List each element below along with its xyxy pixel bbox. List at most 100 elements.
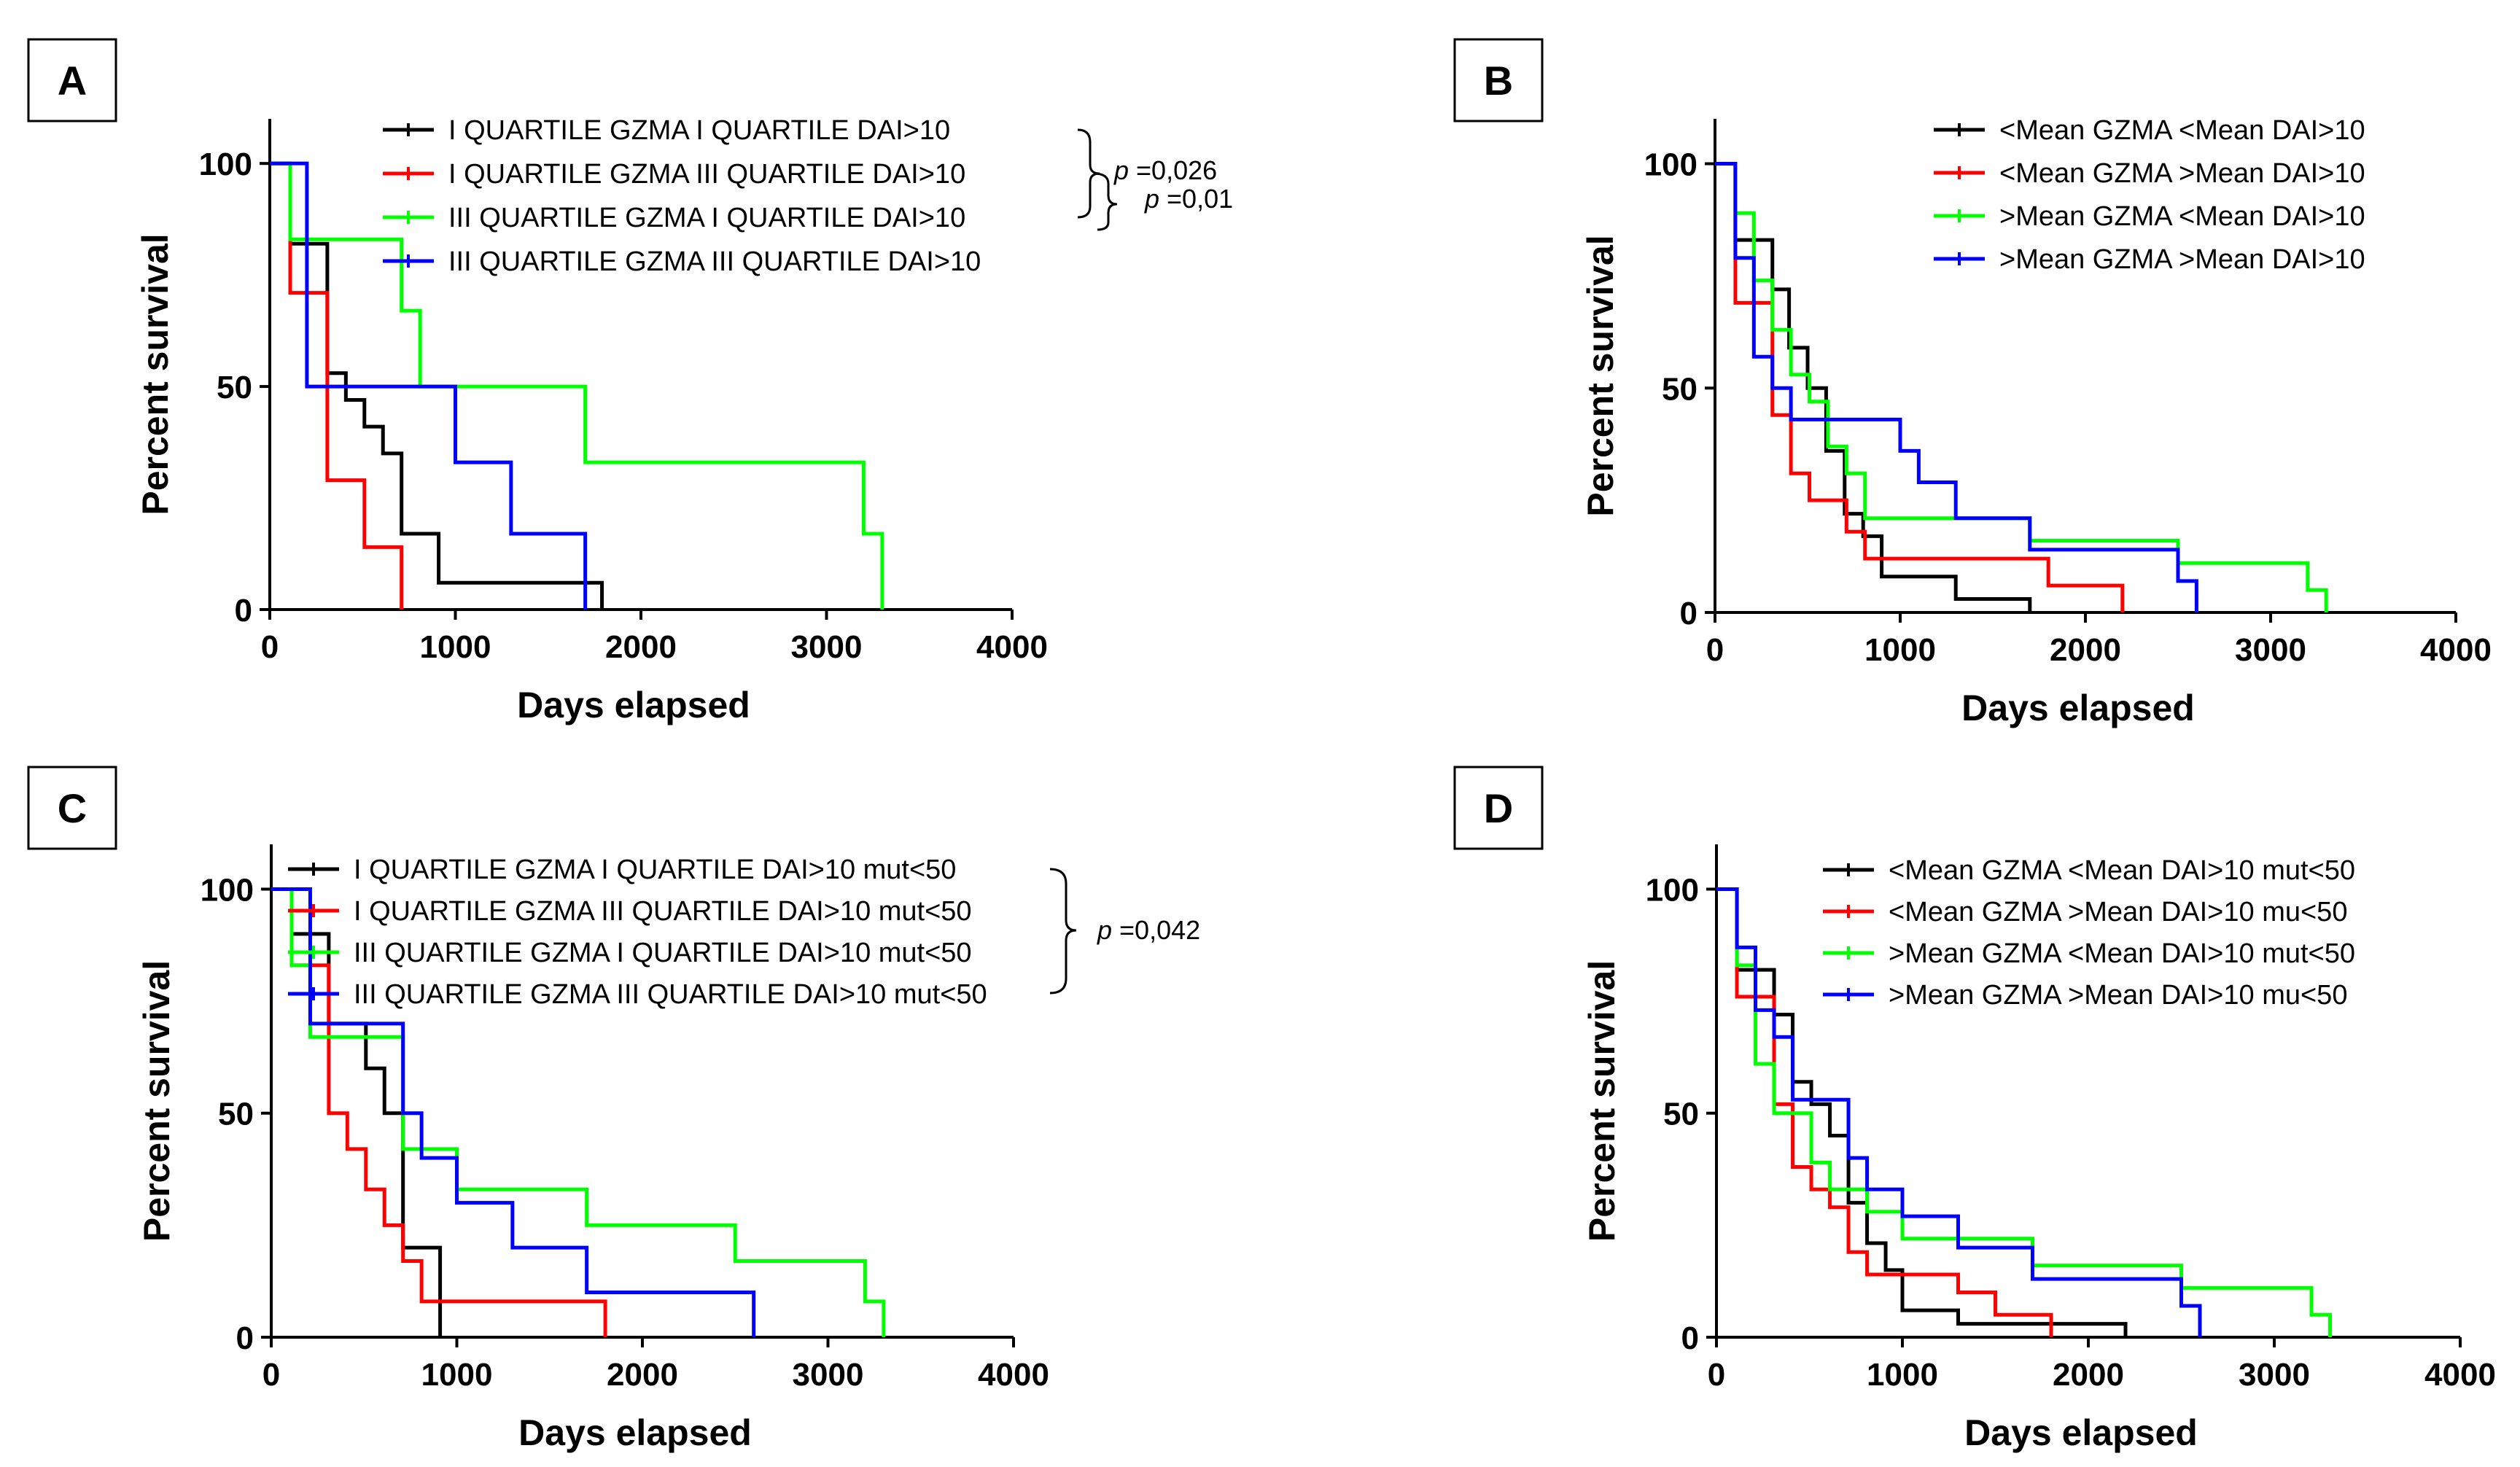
y-axis-label: Percent survival	[135, 233, 176, 515]
y-tick-label: 100	[1646, 872, 1699, 908]
legend-label: III QUARTILE GZMA I QUARTILE DAI>10	[448, 203, 965, 233]
series-line-1	[1715, 162, 2032, 612]
x-tick-label: 2000	[607, 1357, 678, 1393]
legend-item: I QUARTILE GZMA III QUARTILE DAI>10	[383, 159, 965, 190]
p-symbol: p	[1113, 155, 1129, 185]
y-tick-label: 100	[201, 872, 254, 908]
x-tick-label: 4000	[978, 1357, 1049, 1393]
panel-d: D 0 1000 2000 3000 4000 0 50 100 Days elapsed Perc…	[1453, 766, 2496, 1453]
panel-letter: B	[1484, 58, 1513, 104]
p-value-annotation: p =0,01	[1144, 184, 1233, 214]
series-line-4	[1715, 162, 2198, 612]
panel-letter-box	[27, 766, 117, 850]
x-tick-label: 0	[262, 1357, 280, 1393]
x-tick-label: 0	[1708, 1357, 1725, 1393]
legend-label: <Mean GZMA >Mean DAI>10 mu<50	[1889, 897, 2347, 927]
y-tick-label: 0	[1680, 596, 1698, 631]
series-line-4	[270, 161, 588, 610]
panel-letter-box	[1453, 38, 1544, 122]
x-tick-label: 4000	[2420, 632, 2492, 668]
y-axis-label: Percent survival	[1582, 960, 1622, 1242]
legend-item: I QUARTILE GZMA III QUARTILE DAI>10 mut<…	[288, 896, 972, 927]
x-tick-label: 0	[1706, 632, 1724, 668]
x-tick-label: 1000	[1864, 632, 1936, 668]
legend-label: >Mean GZMA >Mean DAI>10	[1999, 244, 2365, 275]
series-line-2	[271, 887, 607, 1337]
series-line-4	[271, 887, 756, 1337]
p-value: =0,042	[1112, 915, 1200, 945]
p-value-annotation: p =0,026	[1113, 155, 1217, 185]
x-tick-label: 4000	[976, 629, 1048, 665]
legend-label: I QUARTILE GZMA III QUARTILE DAI>10 mut<…	[354, 896, 972, 927]
legend-item: III QUARTILE GZMA III QUARTILE DAI>10	[383, 246, 981, 277]
legend-label: <Mean GZMA >Mean DAI>10	[1999, 158, 2365, 189]
legend-label: III QUARTILE GZMA I QUARTILE DAI>10 mut<…	[354, 938, 972, 968]
panel-c: C 0 1000 2000 3000 4000 0 50 100 Days elapsed Perc…	[27, 766, 1049, 1453]
legend-item: III QUARTILE GZMA I QUARTILE DAI>10 mut<…	[288, 938, 972, 968]
x-tick-label: 2000	[2053, 1357, 2124, 1393]
x-tick-label: 4000	[2424, 1357, 2496, 1393]
bracket-a-2	[1093, 172, 1118, 231]
series-line-2	[1715, 162, 2125, 612]
panel-a: A 0 1000 2000 3000 4000 0 50 100 Days elapsed Perc…	[27, 38, 1048, 725]
panel-letter-box	[27, 38, 117, 122]
y-tick-label: 100	[199, 147, 252, 182]
bracket-c	[1049, 868, 1077, 995]
legend-label: <Mean GZMA <Mean DAI>10 mut<50	[1889, 855, 2355, 886]
series-line-1	[271, 887, 443, 1337]
legend-item: >Mean GZMA <Mean DAI>10	[1934, 201, 2365, 232]
x-tick-label: 3000	[2235, 632, 2306, 668]
legend-item: <Mean GZMA >Mean DAI>10	[1934, 158, 2365, 189]
x-tick-label: 2000	[2050, 632, 2121, 668]
x-axis-label: Days elapsed	[1961, 688, 2195, 728]
p-value: =0,01	[1159, 184, 1233, 214]
x-axis-label: Days elapsed	[517, 685, 750, 725]
x-tick-label: 0	[261, 629, 279, 665]
panel-letter: A	[58, 58, 87, 104]
legend-item: <Mean GZMA <Mean DAI>10	[1934, 115, 2365, 146]
legend-label: I QUARTILE GZMA III QUARTILE DAI>10	[448, 159, 965, 190]
x-axis-label: Days elapsed	[1964, 1412, 2198, 1453]
p-symbol: p	[1144, 184, 1159, 214]
y-tick-label: 50	[1662, 371, 1698, 407]
p-symbol: p	[1097, 915, 1112, 945]
panel-letter: C	[58, 785, 87, 831]
x-tick-label: 3000	[791, 629, 863, 665]
x-tick-label: 3000	[2239, 1357, 2310, 1393]
y-tick-label: 0	[1681, 1320, 1699, 1356]
legend-item: I QUARTILE GZMA I QUARTILE DAI>10	[383, 115, 950, 146]
x-tick-label: 1000	[420, 629, 491, 665]
y-tick-label: 50	[218, 1097, 254, 1132]
y-axis-label: Percent survival	[136, 960, 177, 1242]
x-axis-label: Days elapsed	[518, 1412, 752, 1453]
panel-letter: D	[1484, 785, 1513, 831]
legend-label: III QUARTILE GZMA III QUARTILE DAI>10	[448, 246, 981, 277]
legend-item: <Mean GZMA <Mean DAI>10 mut<50	[1823, 855, 2355, 886]
legend-item: I QUARTILE GZMA I QUARTILE DAI>10 mut<50	[288, 855, 956, 885]
legend-label: III QUARTILE GZMA III QUARTILE DAI>10 mu…	[354, 979, 987, 1010]
y-tick-label: 50	[1663, 1097, 1699, 1132]
x-tick-label: 1000	[1867, 1357, 1938, 1393]
x-tick-label: 1000	[421, 1357, 493, 1393]
legend-item: >Mean GZMA >Mean DAI>10	[1934, 244, 2365, 275]
legend-item: III QUARTILE GZMA I QUARTILE DAI>10	[383, 203, 965, 233]
p-value-annotation: p =0,042	[1097, 915, 1200, 945]
y-tick-label: 100	[1644, 147, 1698, 183]
p-value: =0,026	[1129, 155, 1217, 185]
legend-label: >Mean GZMA >Mean DAI>10 mu<50	[1889, 980, 2347, 1011]
legend-label: <Mean GZMA <Mean DAI>10	[1999, 115, 2365, 146]
y-tick-label: 0	[235, 593, 252, 629]
y-axis-label: Percent survival	[1580, 235, 1621, 516]
series-line-2	[1716, 887, 2053, 1337]
legend-item: >Mean GZMA >Mean DAI>10 mu<50	[1823, 980, 2347, 1011]
panel-letter-box	[1453, 766, 1544, 850]
panel-b: B 0 1000 2000 3000 4000 0 50 100 Days elapsed Perc…	[1453, 38, 2492, 728]
legend-item: <Mean GZMA >Mean DAI>10 mu<50	[1823, 897, 2347, 927]
series-line-1	[270, 161, 604, 610]
x-tick-label: 3000	[793, 1357, 864, 1393]
legend-label: I QUARTILE GZMA I QUARTILE DAI>10	[448, 115, 950, 146]
legend-label: I QUARTILE GZMA I QUARTILE DAI>10 mut<50	[354, 855, 956, 885]
y-tick-label: 50	[217, 370, 252, 405]
legend-label: >Mean GZMA <Mean DAI>10	[1999, 201, 2365, 232]
